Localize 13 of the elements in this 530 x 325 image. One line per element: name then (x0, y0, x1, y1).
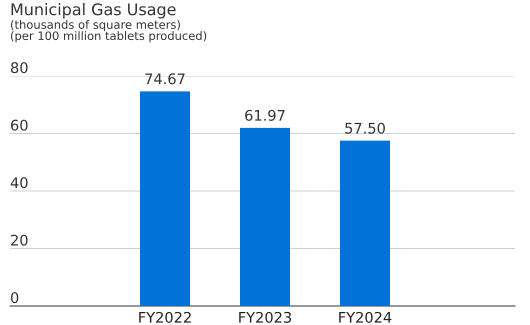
y-tick-label: 60 (11, 120, 28, 131)
data-label: 74.67 (145, 73, 185, 84)
data-label: 57.50 (345, 122, 385, 134)
y-tick-label: 40 (10, 177, 28, 188)
y-tick-label: 80 (10, 62, 28, 74)
x-tick-label: FY2023 (239, 312, 292, 323)
chart-title: Municipal Gas Usage (12, 3, 176, 18)
y-tick-label: 20 (11, 234, 28, 246)
x-tick-label: FY2024 (339, 312, 392, 323)
x-tick-label: FY2022 (139, 312, 191, 323)
data-label: 61.97 (245, 110, 285, 121)
chart-subtitle: (thousands of square meters) (per 100 million tablets produced) (10, 20, 206, 42)
y-tick-label: 0 (10, 292, 18, 304)
